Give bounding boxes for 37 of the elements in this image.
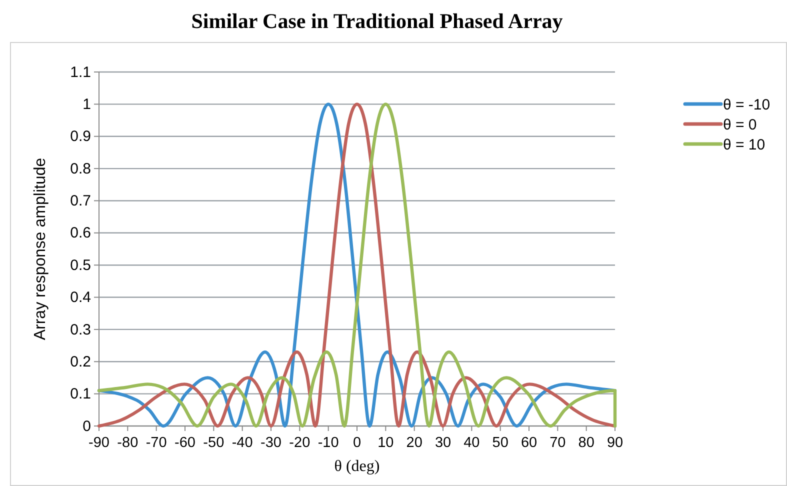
x-tick-label: -20	[289, 435, 310, 452]
x-tick-label: -90	[88, 435, 110, 452]
x-tick-label: 80	[578, 435, 594, 452]
x-tick-label: 20	[406, 435, 422, 452]
x-tick-label: 0	[352, 435, 362, 452]
x-tick-label: -50	[203, 435, 224, 452]
x-tick-label: -40	[232, 435, 253, 452]
y-tick-label: 0.1	[70, 386, 91, 403]
x-tick-label: -70	[146, 435, 167, 452]
x-axis-title: θ (deg)	[334, 458, 380, 475]
y-tick-label: 0.5	[70, 256, 91, 274]
x-tick-label: 50	[492, 435, 508, 452]
legend-label: θ = 0	[723, 116, 757, 134]
y-tick-label: 0.3	[70, 321, 91, 338]
y-tick-label: 1	[82, 96, 91, 113]
x-tick-label: 10	[378, 435, 394, 452]
x-tick-label: 30	[434, 435, 452, 452]
x-tick-label: 90	[606, 435, 624, 452]
x-tick-label: -30	[260, 435, 282, 452]
chart-title: Similar Case in Traditional Phased Array	[191, 9, 564, 33]
y-tick-label: 0.4	[70, 289, 91, 306]
x-tick-label: -80	[117, 435, 138, 452]
y-tick-label: 0.7	[70, 192, 91, 210]
legend-label: θ = 10	[723, 136, 766, 154]
y-tick-label: 0.9	[70, 128, 91, 146]
x-tick-label: 40	[464, 435, 480, 452]
y-tick-label: 0	[82, 418, 91, 435]
x-tick-label: -60	[174, 435, 196, 452]
x-tick-label: 70	[550, 435, 566, 452]
y-axis-title: Array response amplitude	[32, 158, 49, 340]
y-tick-label: 1.1	[70, 64, 91, 81]
y-tick-label: 0.2	[70, 353, 91, 370]
x-tick-label: -10	[318, 435, 339, 452]
x-tick-label: 60	[520, 435, 538, 452]
y-tick-label: 0.6	[70, 224, 91, 242]
legend-label: θ = -10	[723, 96, 770, 114]
y-tick-label: 0.8	[70, 160, 91, 178]
